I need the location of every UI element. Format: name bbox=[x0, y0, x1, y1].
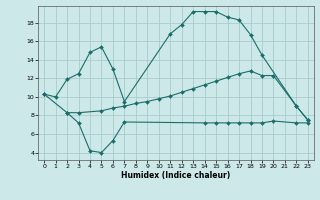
X-axis label: Humidex (Indice chaleur): Humidex (Indice chaleur) bbox=[121, 171, 231, 180]
